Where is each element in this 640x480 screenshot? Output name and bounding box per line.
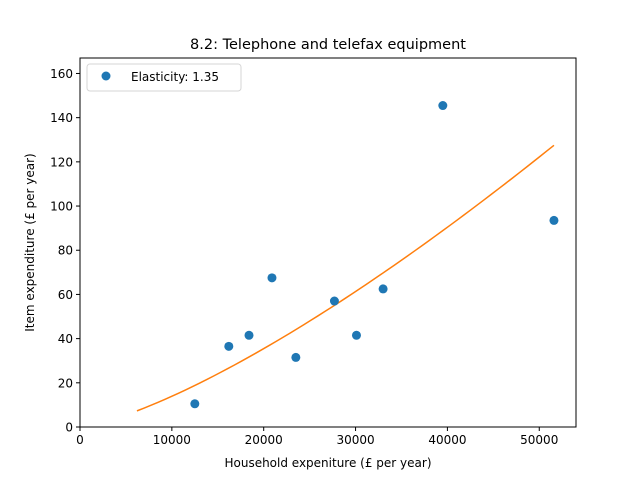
- x-axis-label: Household expeniture (£ per year): [224, 456, 431, 470]
- y-axis-label: Item expenditure (£ per year): [23, 153, 37, 331]
- y-tick-label: 20: [58, 376, 73, 390]
- x-tick-label: 10000: [153, 433, 191, 447]
- x-tick-label: 0: [76, 433, 84, 447]
- data-point: [378, 284, 388, 294]
- y-tick-label: 160: [50, 67, 73, 81]
- data-point: [549, 215, 559, 225]
- fit-line: [136, 144, 555, 412]
- x-tick-label: 40000: [428, 433, 466, 447]
- data-point: [244, 330, 254, 340]
- x-tick-label: 20000: [245, 433, 283, 447]
- legend-label: Elasticity: 1.35: [131, 70, 219, 84]
- data-point: [291, 352, 301, 362]
- axes-frame: [79, 57, 577, 428]
- x-tick-label: 30000: [336, 433, 374, 447]
- y-tick-label: 140: [50, 111, 73, 125]
- plot-area: [136, 101, 559, 412]
- legend: Elasticity: 1.35: [86, 63, 242, 92]
- data-point: [351, 330, 361, 340]
- y-tick-label: 100: [50, 200, 73, 214]
- x-tick-label: 50000: [520, 433, 558, 447]
- data-point: [267, 273, 277, 283]
- y-tick-label: 120: [50, 155, 73, 169]
- legend-marker: [101, 71, 111, 81]
- data-point: [224, 341, 234, 351]
- data-point: [438, 101, 448, 111]
- axis-ticks: 0 10000 20000 30000 40000 50000 0 20 40 60 80 100 12…: [50, 67, 558, 447]
- y-tick-label: 60: [58, 288, 73, 302]
- y-tick-label: 0: [65, 421, 73, 435]
- y-tick-label: 40: [58, 332, 73, 346]
- data-point: [190, 399, 200, 409]
- data-point: [329, 296, 339, 306]
- chart-title: 8.2: Telephone and telefax equipment: [190, 37, 466, 53]
- y-tick-label: 80: [58, 244, 73, 258]
- legend-box: [86, 63, 242, 92]
